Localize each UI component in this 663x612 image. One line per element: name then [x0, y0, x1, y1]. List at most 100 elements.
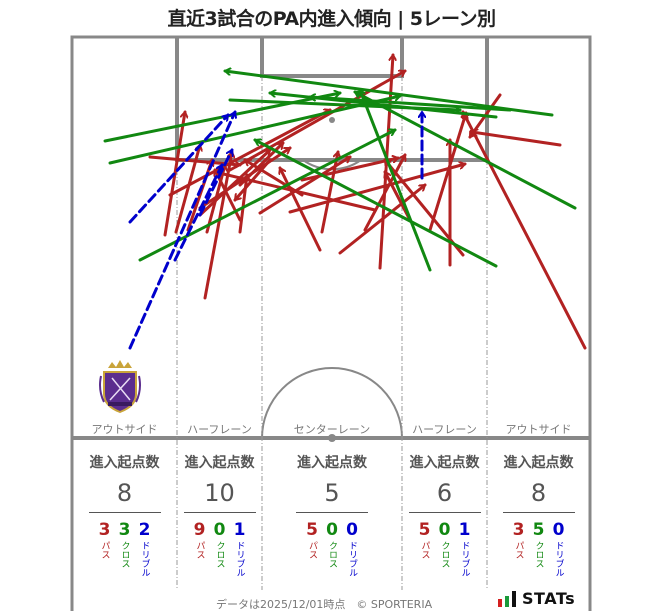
pass-arrow [385, 172, 412, 222]
dribble-count: 0 [552, 520, 565, 540]
dribble-count: 2 [138, 520, 151, 540]
stat-header: 進入起点数 [297, 455, 367, 471]
stat-divider [502, 512, 575, 513]
cross-arrow [255, 140, 498, 268]
pass-count: 3 [512, 520, 525, 540]
stat-total: 10 [204, 479, 235, 507]
cross-label: クロス [533, 541, 544, 568]
stat-divider [183, 512, 256, 513]
pass-count: 5 [306, 520, 318, 540]
cross-arrow [108, 96, 400, 165]
stat-header: 進入起点数 [409, 455, 480, 471]
cross-count: 5 [532, 520, 545, 540]
pass-arrow [238, 175, 247, 234]
lane-label-halfspace-left: ハーフレーン [187, 423, 252, 436]
stat-divider [408, 512, 481, 513]
cross-count: 0 [438, 520, 451, 540]
pass-label: パス [513, 541, 524, 559]
stat-total: 5 [324, 479, 340, 507]
cross-label: クロス [119, 541, 130, 568]
dribble-arrows [128, 112, 422, 350]
dribble-label: ドリブル [347, 541, 357, 577]
dribble-label: ドリブル [234, 541, 245, 577]
pass-count: 5 [418, 520, 431, 540]
pass-arrow [463, 112, 587, 350]
dribble-count: 0 [346, 520, 358, 540]
stat-breakdown: 3 パス 3 クロス 2 ドリブル [72, 521, 177, 577]
pass-arrow [280, 168, 322, 252]
team-crest-icon [99, 360, 141, 414]
lane-stats-outside-right: 進入起点数 8 3 パス 5 クロス 0 ドリブル [487, 452, 590, 577]
pass-label: パス [194, 541, 205, 559]
lane-label-center: センターレーン [293, 423, 371, 436]
pass-label: パス [99, 541, 110, 559]
pass-arrow [228, 71, 405, 172]
logo-bar-red-icon [498, 599, 502, 607]
logo-bar-green-icon [505, 596, 509, 607]
cross-label: クロス [327, 541, 337, 568]
cross-arrow [228, 98, 460, 110]
lane-stats-halfspace-right: 進入起点数 6 5 パス 0 クロス 1 ドリブル [402, 452, 487, 577]
dribble-arrow [128, 112, 235, 350]
pass-label: パス [307, 541, 317, 559]
pass-arrow [338, 183, 427, 255]
cross-arrow [310, 97, 512, 112]
cross-label: クロス [439, 541, 450, 568]
pass-count: 9 [193, 520, 206, 540]
stat-breakdown: 5 パス 0 クロス 1 ドリブル [402, 521, 487, 577]
cross-count: 0 [213, 520, 226, 540]
pass-arrow [288, 164, 465, 214]
dribble-label: ドリブル [553, 541, 564, 577]
lane-label-outside-right: アウトサイド [505, 423, 572, 436]
pass-arrow [428, 113, 466, 232]
stat-total: 8 [116, 479, 133, 507]
dribble-arrow [198, 150, 232, 217]
pass-arrow [198, 146, 292, 210]
cross-count: 3 [118, 520, 131, 540]
cross-arrow [360, 90, 432, 272]
stat-divider [88, 512, 161, 513]
stat-header: 進入起点数 [503, 455, 574, 471]
pass-arrow [198, 148, 272, 217]
pass-arrow [186, 160, 212, 232]
lane-label-outside-left: アウトサイド [91, 423, 158, 436]
dribble-arrow [128, 113, 230, 224]
lane-stats-center: 進入起点数 5 5 パス 0 クロス 0 ドリブル [262, 452, 402, 577]
cross-arrows [103, 71, 577, 272]
pass-arrow [258, 155, 350, 215]
lane-stats-halfspace-left: 進入起点数 10 9 パス 0 クロス 1 ドリブル [177, 452, 262, 577]
stat-divider [296, 512, 368, 513]
pass-label: パス [419, 541, 430, 559]
stats-logo: STATs [498, 590, 575, 607]
cross-arrow [270, 93, 498, 119]
dribble-count: 1 [233, 520, 246, 540]
stat-header: 進入起点数 [89, 455, 160, 471]
dribble-arrow [173, 165, 222, 262]
lane-stats-outside-left: 進入起点数 8 3 パス 3 クロス 2 ドリブル [72, 452, 177, 577]
stat-breakdown: 9 パス 0 クロス 1 ドリブル [177, 521, 262, 577]
pass-count: 3 [98, 520, 111, 540]
cross-arrow [225, 71, 554, 117]
pass-arrow [174, 145, 200, 234]
logo-bar-black-icon [512, 591, 516, 607]
dribble-label: ドリブル [459, 541, 470, 577]
cross-label: クロス [214, 541, 225, 568]
dribble-label: ドリブル [139, 541, 150, 577]
stat-breakdown: 3 パス 5 クロス 0 ドリブル [487, 521, 590, 577]
cross-arrow [138, 130, 395, 262]
pass-arrow [233, 158, 272, 202]
dribble-count: 1 [458, 520, 471, 540]
cross-count: 0 [326, 520, 338, 540]
pass-arrow [168, 110, 330, 197]
cross-arrow [355, 92, 577, 210]
stat-breakdown: 5 パス 0 クロス 0 ドリブル [262, 521, 402, 577]
brand-name: STATs [522, 589, 576, 608]
pass-arrow [300, 158, 398, 182]
data-timestamp-footer: データは2025/12/01時点 © SPORTERIA [216, 598, 433, 611]
stat-total: 8 [530, 479, 547, 507]
lane-label-halfspace-right: ハーフレーン [412, 423, 477, 436]
pass-arrow [472, 132, 562, 147]
page-title: 直近3試合のPA内進入傾向 | 5レーン別 [167, 8, 496, 30]
stat-header: 進入起点数 [184, 455, 255, 471]
